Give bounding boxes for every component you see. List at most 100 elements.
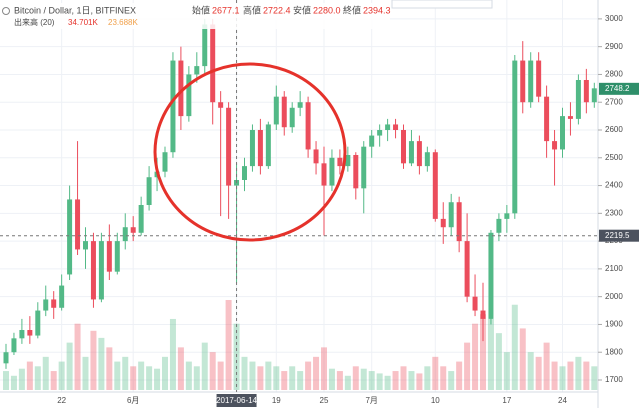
volume-bar	[424, 366, 431, 390]
candle-body	[552, 141, 558, 150]
candle-body	[226, 107, 232, 186]
header: Bitcoin / Dollar, 1日, BITFINEX 始値 2677.1…	[0, 3, 391, 29]
volume-bar	[241, 356, 248, 390]
candle-body	[528, 60, 534, 103]
volume-bar	[336, 371, 343, 390]
x-tick-label: 22	[57, 396, 66, 405]
candle-body	[289, 107, 295, 128]
candle-body	[536, 60, 542, 97]
volume-bar	[169, 318, 176, 390]
volume-bar	[82, 356, 89, 390]
candle-body	[281, 96, 287, 128]
y-tick-label: 1800	[605, 347, 623, 356]
tooltip-box	[391, 0, 493, 9]
x-tick-label: 7月	[365, 396, 377, 405]
open-label: 始値	[192, 4, 210, 15]
volume-bar	[130, 366, 137, 390]
volume-bar	[281, 371, 288, 390]
y-tick-label: 2300	[605, 208, 623, 217]
candle-body	[424, 152, 430, 167]
y-tick-label: 2400	[605, 181, 623, 190]
y-tick-label: 3000	[605, 14, 623, 23]
y-tick-label: 2100	[605, 264, 623, 273]
volume-bar	[122, 356, 129, 390]
last-price-label: 2748.2	[605, 84, 630, 93]
candle-body	[210, 24, 216, 103]
candle-body	[35, 310, 41, 336]
volume-bar	[503, 352, 510, 390]
candle-body	[75, 199, 81, 250]
candle-body	[178, 60, 184, 117]
candle-body	[520, 60, 526, 103]
candle-body	[575, 80, 581, 119]
y-tick-label: 2500	[605, 153, 623, 162]
candle-body	[361, 146, 367, 189]
volume-bar	[432, 356, 439, 390]
volume-bar	[456, 361, 463, 390]
high-value: 2722.4	[263, 5, 291, 15]
volume-bar	[535, 356, 542, 390]
volume-bar	[18, 368, 25, 390]
last-price-box	[599, 82, 639, 95]
volume-bar	[551, 361, 558, 390]
candle-body	[480, 310, 486, 319]
icon	[2, 7, 10, 15]
candle-body	[432, 152, 438, 219]
candle-body	[448, 202, 454, 228]
candle-body	[440, 218, 446, 228]
volume-bar	[154, 368, 161, 390]
volume-bar	[519, 328, 526, 390]
volume-bar	[527, 352, 534, 390]
volume-bar	[50, 371, 57, 390]
symbol: Bitcoin / Dollar, 1日, BITFINEX	[14, 5, 136, 15]
candle-body	[51, 299, 57, 308]
x-tick-label: 19	[272, 396, 281, 405]
volume-bar	[392, 371, 399, 390]
volume-value: 34.701K	[68, 18, 98, 27]
candle-body	[377, 130, 383, 136]
y-tick-label: 2000	[605, 292, 623, 301]
candle-body	[122, 227, 128, 242]
y-tick-label: 1700	[605, 375, 623, 384]
candle-body	[345, 155, 351, 167]
candle-body	[273, 96, 279, 125]
volume-bar	[225, 300, 232, 390]
candle-body	[138, 205, 144, 233]
candle-body	[27, 330, 33, 336]
volume-bar	[408, 371, 415, 390]
volume-bar	[376, 373, 383, 390]
candle-body	[67, 199, 73, 275]
volume-label: 出来高 (20)	[14, 17, 55, 27]
volume-bar	[74, 323, 81, 390]
open-value: 2677.1	[212, 5, 240, 15]
candle-body	[393, 124, 399, 130]
close-value: 2394.3	[363, 5, 391, 15]
candle-body	[456, 202, 462, 242]
candle-body	[59, 285, 65, 308]
volume-bar	[472, 323, 479, 390]
candle-body	[544, 96, 550, 142]
volume-bar	[464, 342, 471, 390]
volume-bar	[384, 375, 391, 390]
volume-bar	[58, 361, 65, 390]
low-label: 安値	[293, 4, 311, 15]
candle-body	[313, 149, 319, 164]
crosshair-price-box	[599, 229, 639, 242]
volume-bar	[368, 371, 375, 390]
volume-bar	[543, 342, 550, 390]
x-tick-label: 24	[558, 396, 567, 405]
y-tick-label: 1900	[605, 320, 623, 329]
candle-body	[321, 163, 327, 186]
volume-bar	[416, 373, 423, 390]
volume-bar	[511, 304, 518, 390]
volume-bar	[289, 366, 296, 390]
candle-body	[249, 130, 255, 167]
candle-body	[305, 102, 311, 150]
candle-body	[162, 152, 168, 172]
candle-body	[591, 88, 597, 103]
low-value: 2280.0	[313, 5, 341, 15]
candle-body	[242, 166, 247, 180]
candle-body	[488, 232, 494, 319]
